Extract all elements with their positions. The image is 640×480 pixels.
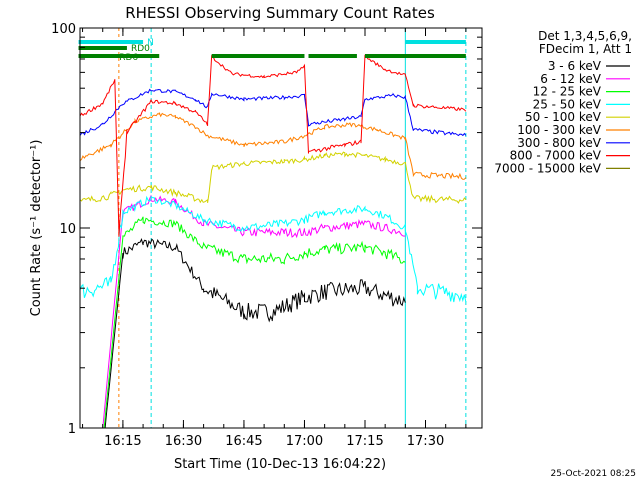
- flag-label-2: RD6: [119, 53, 138, 63]
- legend-label-3: 25 - 50 keV: [533, 97, 602, 111]
- x-axis-label: Start Time (10-Dec-13 16:04:22): [174, 457, 386, 472]
- flag-label-0: N: [147, 38, 154, 48]
- axes: 16:15 16:30 16:45 17:00 17:15 17:30 1 10 100: [51, 22, 482, 449]
- series-line-0: [104, 238, 406, 428]
- series-line-4: [80, 151, 467, 204]
- y-tick-label-2: 100: [51, 22, 76, 37]
- legend-label-2: 12 - 25 keV: [533, 85, 602, 99]
- legend: Det 1,3,4,5,6,9,FDecim 1, Att 1 3 - 6 keV…: [494, 29, 632, 175]
- flag-label-1: RD0: [131, 44, 150, 54]
- series-line-7: [80, 54, 467, 237]
- legend-label-5: 100 - 300 keV: [517, 123, 601, 137]
- x-tick-label-0: 16:15: [104, 434, 141, 449]
- footer-timestamp: 25-Oct-2021 08:25: [551, 469, 636, 479]
- x-tick-label-2: 16:45: [225, 434, 262, 449]
- x-tick-label-3: 17:00: [286, 434, 323, 449]
- legend-label-8: 7000 - 15000 keV: [494, 161, 601, 175]
- legend-header-1: FDecim 1, Att 1: [539, 42, 632, 56]
- chart-title: RHESSI Observing Summary Count Rates: [125, 4, 435, 22]
- x-tick-label-1: 16:30: [165, 434, 202, 449]
- x-tick-label-4: 17:15: [346, 434, 383, 449]
- x-tick-label-5: 17:30: [407, 434, 444, 449]
- legend-label-7: 800 - 7000 keV: [510, 149, 602, 163]
- series-line-6: [80, 88, 467, 137]
- y-tick-label-1: 10: [59, 222, 76, 237]
- legend-label-0: 3 - 6 keV: [548, 59, 602, 73]
- series-line-5: [80, 112, 467, 180]
- series-line-3: [80, 195, 467, 303]
- plot-frame: [79, 27, 483, 429]
- series-line-1: [102, 195, 406, 428]
- y-axis-label: Count Rate (s⁻¹ detector⁻¹): [29, 140, 44, 317]
- y-tick-label-0: 1: [68, 422, 76, 437]
- series-line-2: [103, 216, 406, 428]
- legend-label-1: 6 - 12 keV: [540, 72, 602, 86]
- legend-header-0: Det 1,3,4,5,6,9,: [538, 29, 632, 43]
- legend-label-4: 50 - 100 keV: [525, 110, 602, 124]
- legend-label-6: 300 - 800 keV: [517, 136, 601, 150]
